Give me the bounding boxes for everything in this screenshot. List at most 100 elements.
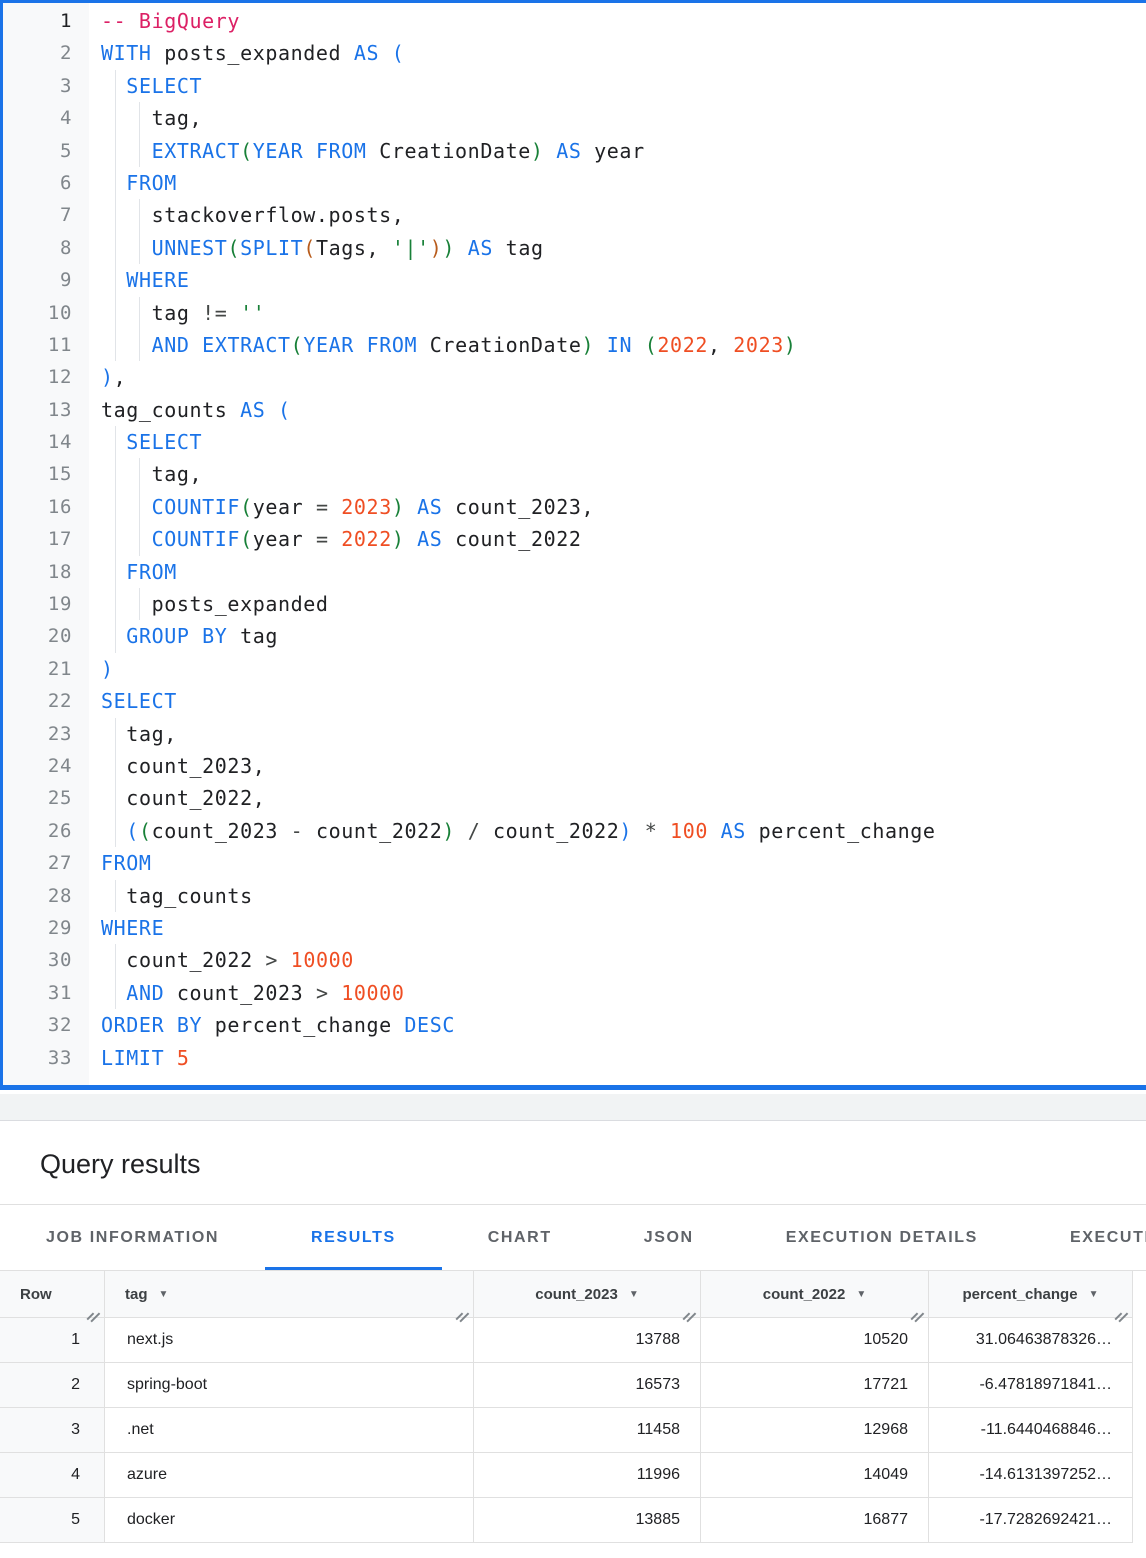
sql-editor-lines[interactable]: 1 -- BigQuery 2 WITH posts_expanded AS (3 S… [3,3,1146,1074]
indent-guide [139,458,140,491]
cell-row: 5 [0,1498,105,1542]
code-line[interactable]: 21) [3,653,1146,685]
column-header-tag[interactable]: tag ▼ [105,1271,474,1317]
code-line[interactable]: 16 COUNTIF(year = 2023) AS count_2023, [3,490,1146,524]
code-line[interactable]: 3 SELECT [3,69,1146,103]
code-line[interactable]: 15 tag, [3,458,1146,491]
indent-guide [115,69,116,103]
column-resize-handle-icon[interactable] [683,1303,697,1314]
query-results-title: Query results [40,1149,201,1179]
line-number: 11 [47,333,72,356]
line-number: 13 [47,398,72,421]
column-resize-handle-icon[interactable] [911,1303,925,1314]
code-line[interactable]: 14 SELECT [3,426,1146,459]
line-number: 12 [47,366,72,389]
sort-dropdown-icon[interactable]: ▼ [158,1288,169,1300]
column-label: tag [125,1285,148,1303]
code-text: ) [101,656,114,681]
indent-guide [115,976,116,1010]
indent-guide [115,328,116,362]
sort-dropdown-icon[interactable]: ▼ [628,1288,639,1300]
code-text: SELECT [89,69,202,103]
cell-count_2023: 13885 [474,1498,701,1542]
column-resize-handle-icon[interactable] [1115,1303,1129,1314]
tab-execution-details[interactable]: EXECUTION DETAILS [785,1228,978,1246]
code-line[interactable]: 9 WHERE [3,264,1146,297]
sort-dropdown-icon[interactable]: ▼ [856,1288,867,1300]
code-line[interactable]: 33 LIMIT 5 [3,1042,1146,1074]
code-line[interactable]: 5 EXTRACT(YEAR FROM CreationDate) AS yea… [3,134,1146,167]
column-header-count_2023[interactable]: count_2023 ▼ [474,1271,701,1317]
results-tab-bar: JOB INFORMATION RESULTS CHART JSON EXECUTION… [0,1205,1146,1271]
code-text: tag_counts [89,879,253,912]
code-text: ORDER BY percent_change DESC [101,1013,455,1038]
code-text: posts_expanded [89,588,329,621]
line-number: 24 [47,754,72,777]
code-line[interactable]: 28 tag_counts [3,879,1146,912]
code-line[interactable]: 7 stackoverflow.posts, [3,199,1146,232]
tab-chart[interactable]: CHART [487,1228,552,1246]
line-number: 28 [47,884,72,907]
column-header-percent_change[interactable]: percent_change ▼ [929,1271,1133,1317]
code-text: LIMIT 5 [101,1045,190,1070]
code-line[interactable]: 17 COUNTIF(year = 2022) AS count_2022 [3,523,1146,556]
code-line[interactable]: 25 count_2022, [3,782,1146,815]
code-line[interactable]: 26 ((count_2023 - count_2022) / count_20… [3,814,1146,848]
code-line[interactable]: 6 FROM [3,166,1146,200]
indent-guide [115,166,116,200]
line-number-gutter [3,3,89,1085]
line-number: 8 [59,236,72,259]
indent-guide [115,231,116,265]
tab-json[interactable]: JSON [643,1228,694,1246]
code-line[interactable]: 1 -- BigQuery [3,5,1146,37]
code-line[interactable]: 11 AND EXTRACT(YEAR FROM CreationDate) I… [3,328,1146,362]
indent-guide [115,102,116,135]
code-line[interactable]: 8 UNNEST(SPLIT(Tags, '|')) AS tag [3,231,1146,265]
code-line[interactable]: 19 posts_expanded [3,588,1146,621]
sort-dropdown-icon[interactable]: ▼ [1088,1288,1099,1300]
code-line[interactable]: 4 tag, [3,102,1146,135]
code-line[interactable]: 30 count_2022 > 10000 [3,944,1146,977]
cell-count_2022: 14049 [701,1453,929,1497]
code-line[interactable]: 20 GROUP BY tag [3,620,1146,653]
column-header-count_2022[interactable]: count_2022 ▼ [701,1271,929,1317]
cell-percent_change: 31.06463878326… [929,1318,1133,1362]
code-line[interactable]: 18 FROM [3,555,1146,589]
cell-tag: azure [105,1453,474,1497]
tab-job-information[interactable]: JOB INFORMATION [46,1228,220,1246]
code-line[interactable]: 31 AND count_2023 > 10000 [3,976,1146,1010]
line-number: 23 [47,722,72,745]
table-row: 1 next.js 13788 10520 31.06463878326… [0,1318,1133,1363]
line-number: 22 [47,690,72,713]
column-label: Row [20,1285,52,1303]
code-line[interactable]: 10 tag != '' [3,296,1146,329]
code-line[interactable]: 23 tag, [3,717,1146,750]
table-row: 3 .net 11458 12968 -11.6440468846… [0,1408,1133,1453]
line-number: 32 [47,1014,72,1037]
code-line[interactable]: 32 ORDER BY percent_change DESC [3,1009,1146,1041]
sql-editor[interactable]: 1 -- BigQuery 2 WITH posts_expanded AS (3 S… [0,0,1146,1090]
code-line[interactable]: 27 FROM [3,847,1146,879]
indent-guide [115,264,116,297]
column-resize-handle-icon[interactable] [456,1303,470,1314]
code-line[interactable]: 12), [3,361,1146,393]
cell-tag: docker [105,1498,474,1542]
line-number: 30 [47,949,72,972]
code-line[interactable]: 13 tag_counts AS ( [3,394,1146,426]
column-header-row: Row [0,1271,105,1317]
tab-results[interactable]: RESULTS [265,1205,442,1270]
tab-execution-graph[interactable]: EXECUTION GRAPH [1069,1228,1146,1246]
code-line[interactable]: 29 WHERE [3,912,1146,944]
indent-guide [139,328,140,362]
code-line[interactable]: 2 WITH posts_expanded AS ( [3,37,1146,69]
cell-count_2023: 11996 [474,1453,701,1497]
line-number: 10 [47,301,72,324]
cell-count_2022: 10520 [701,1318,929,1362]
code-line[interactable]: 24 count_2023, [3,749,1146,783]
table-row: 2 spring-boot 16573 17721 -6.47818971841… [0,1363,1133,1408]
column-resize-handle-icon[interactable] [87,1303,101,1314]
table-row: 5 docker 13885 16877 -17.7282692421… [0,1498,1133,1543]
indent-guide [115,944,116,977]
indent-guide [115,458,116,491]
code-line[interactable]: 22 SELECT [3,685,1146,717]
